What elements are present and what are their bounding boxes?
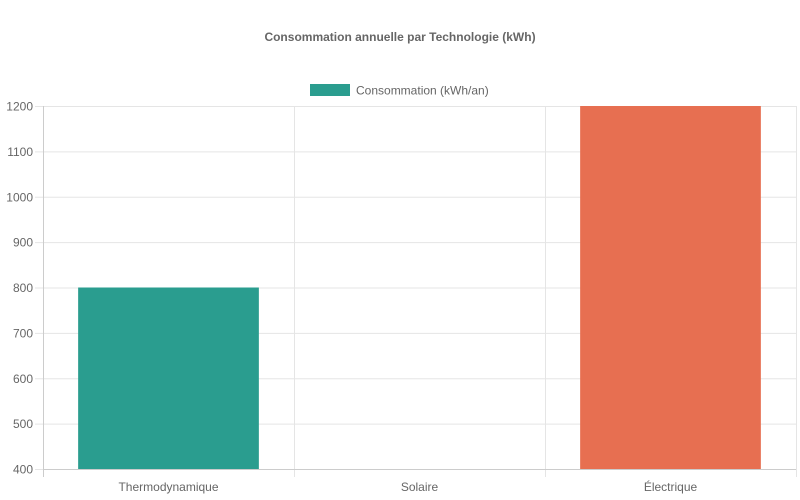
x-tick-label: Électrique: [644, 479, 698, 494]
y-tick-label: 900: [13, 236, 33, 250]
y-tick-label: 400: [13, 463, 33, 477]
y-tick-label: 1200: [6, 100, 33, 114]
legend[interactable]: Consommation (kWh/an): [310, 84, 489, 98]
bars: [78, 106, 761, 469]
legend-swatch: [310, 84, 350, 96]
chart-title: Consommation annuelle par Technologie (k…: [264, 30, 535, 44]
y-tick-label: 800: [13, 281, 33, 295]
x-tick-label: Thermodynamique: [118, 480, 218, 494]
x-tick-label: Solaire: [401, 480, 439, 494]
y-tick-label: 600: [13, 372, 33, 386]
y-axis: 400 500 600 700 800 900 1000 1100 1200: [6, 100, 33, 477]
bar-electrique[interactable]: [580, 106, 761, 469]
y-tick-label: 700: [13, 326, 33, 340]
y-tick-label: 1100: [7, 145, 33, 159]
y-tick-label: 500: [13, 417, 33, 431]
legend-label: Consommation (kWh/an): [356, 84, 489, 98]
y-tick-label: 1000: [6, 190, 33, 204]
x-axis: Thermodynamique Solaire Électrique: [118, 479, 697, 494]
bar-thermodynamique[interactable]: [78, 287, 259, 470]
